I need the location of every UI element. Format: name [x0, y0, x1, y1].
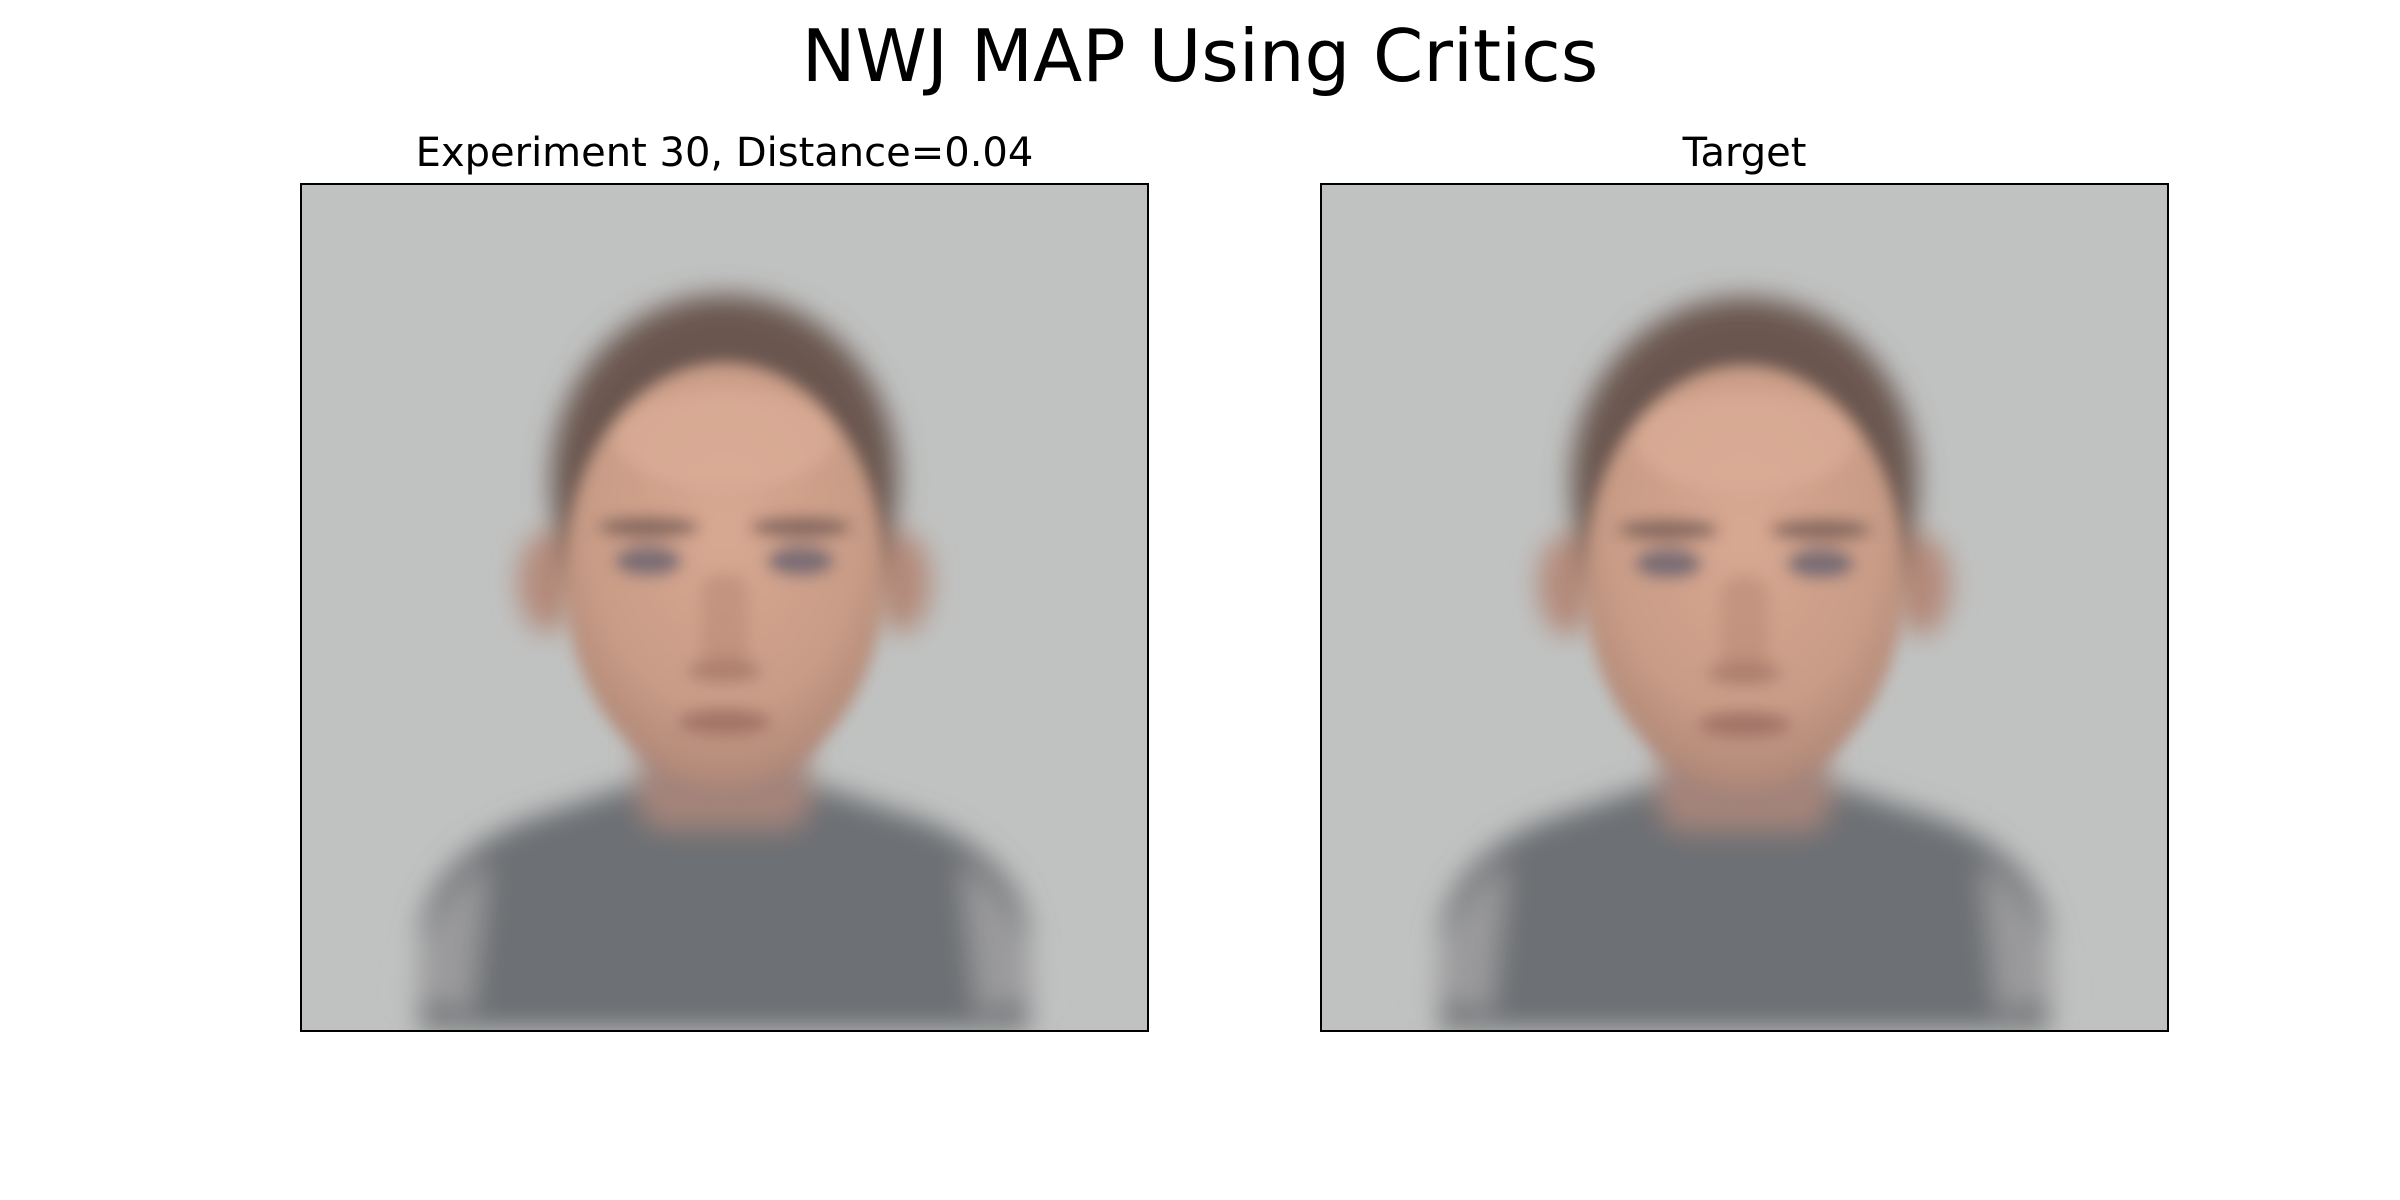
experiment-panel-title: Experiment 30, Distance=0.04 [415, 130, 1034, 176]
target-face-image [1320, 183, 2169, 1032]
target-panel-title: Target [1682, 130, 1807, 176]
figure-title: NWJ MAP Using Critics [801, 14, 1599, 98]
experiment-face-image [300, 183, 1149, 1032]
